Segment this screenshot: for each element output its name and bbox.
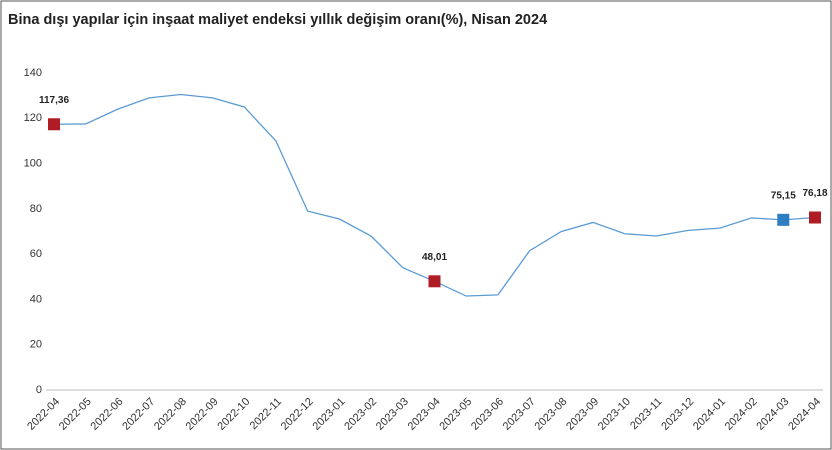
chart-title: Bina dışı yapılar için inşaat maliyet en… xyxy=(8,12,547,28)
y-tick-label: 20 xyxy=(30,339,42,351)
y-tick-label: 140 xyxy=(24,67,42,79)
value-label: 76,18 xyxy=(802,188,827,199)
marker xyxy=(777,213,790,226)
y-tick-label: 100 xyxy=(24,157,42,169)
y-tick-label: 60 xyxy=(30,248,42,260)
marker xyxy=(809,211,821,224)
y-tick-label: 40 xyxy=(30,293,42,305)
marker xyxy=(48,118,60,131)
y-tick-label: 0 xyxy=(36,384,42,396)
value-label: 48,01 xyxy=(422,252,447,263)
value-label: 75,15 xyxy=(771,190,796,201)
marker xyxy=(428,275,441,288)
y-tick-label: 80 xyxy=(30,203,42,215)
y-tick-label: 120 xyxy=(24,112,42,124)
value-label: 117,36 xyxy=(39,95,69,106)
